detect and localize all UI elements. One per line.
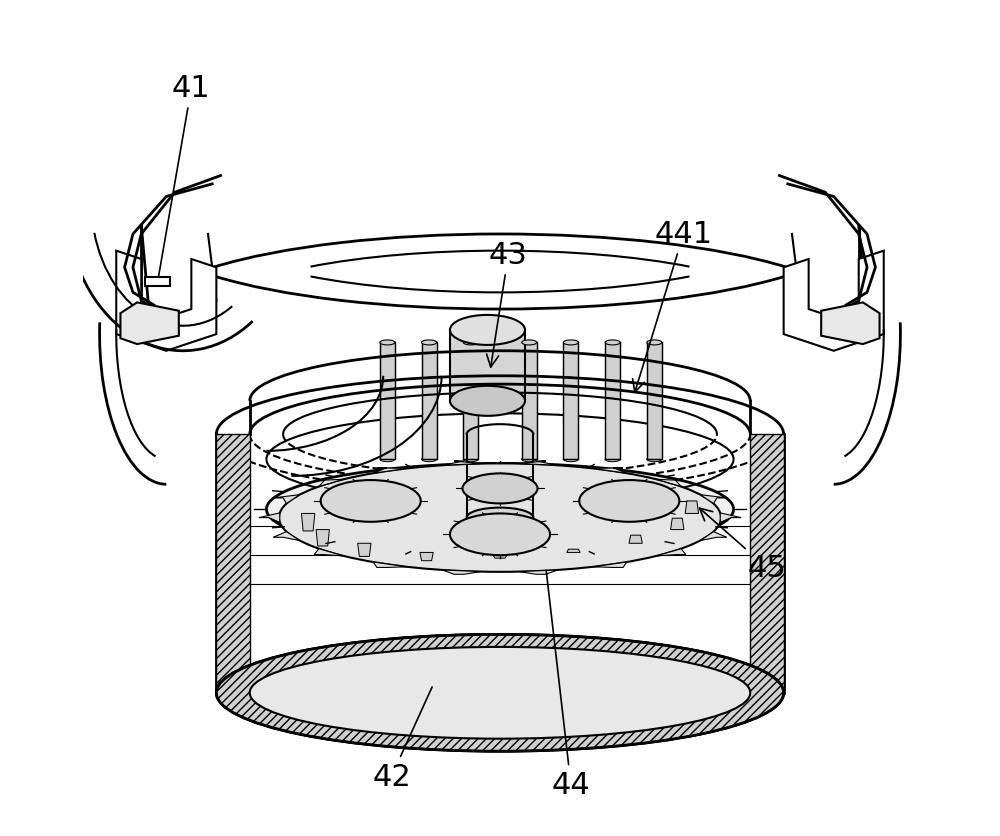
Ellipse shape <box>450 315 525 345</box>
Polygon shape <box>443 461 481 466</box>
Polygon shape <box>720 513 741 522</box>
Ellipse shape <box>579 481 679 522</box>
Bar <box>450 330 525 401</box>
Polygon shape <box>629 536 642 543</box>
Bar <box>605 343 620 460</box>
Polygon shape <box>656 549 686 556</box>
Polygon shape <box>671 518 684 530</box>
Polygon shape <box>314 480 344 487</box>
Polygon shape <box>316 530 329 546</box>
Ellipse shape <box>266 464 734 555</box>
Polygon shape <box>519 570 557 574</box>
Text: 41: 41 <box>158 74 211 278</box>
Ellipse shape <box>522 457 537 462</box>
Polygon shape <box>373 563 407 568</box>
Bar <box>380 343 395 460</box>
Polygon shape <box>301 514 315 532</box>
Text: 441: 441 <box>633 220 713 393</box>
Polygon shape <box>216 435 250 693</box>
Ellipse shape <box>463 340 478 345</box>
Polygon shape <box>567 549 580 553</box>
Polygon shape <box>821 303 880 344</box>
Text: 43: 43 <box>487 241 528 368</box>
Polygon shape <box>314 549 344 556</box>
Ellipse shape <box>647 457 662 462</box>
Ellipse shape <box>422 457 437 462</box>
Ellipse shape <box>563 457 578 462</box>
Polygon shape <box>493 556 507 558</box>
Ellipse shape <box>563 340 578 345</box>
Polygon shape <box>750 435 784 693</box>
Polygon shape <box>700 532 727 541</box>
Polygon shape <box>259 513 280 522</box>
Text: 45: 45 <box>700 508 786 583</box>
Ellipse shape <box>250 647 750 739</box>
Bar <box>463 343 478 460</box>
Ellipse shape <box>422 340 437 345</box>
Ellipse shape <box>321 481 421 522</box>
Polygon shape <box>656 480 686 487</box>
Polygon shape <box>145 278 170 287</box>
Polygon shape <box>685 502 699 514</box>
Polygon shape <box>593 563 627 568</box>
Polygon shape <box>519 461 557 466</box>
Bar <box>563 343 578 460</box>
Polygon shape <box>700 495 727 504</box>
Ellipse shape <box>216 635 784 752</box>
Polygon shape <box>358 543 371 557</box>
Polygon shape <box>273 495 300 504</box>
Text: 42: 42 <box>372 687 432 791</box>
Ellipse shape <box>279 464 721 572</box>
Polygon shape <box>120 303 179 344</box>
Ellipse shape <box>605 340 620 345</box>
Ellipse shape <box>522 340 537 345</box>
Ellipse shape <box>462 474 538 504</box>
Ellipse shape <box>605 457 620 462</box>
Bar <box>647 343 662 460</box>
Ellipse shape <box>467 508 533 528</box>
Polygon shape <box>373 468 407 474</box>
Polygon shape <box>593 468 627 474</box>
Polygon shape <box>443 570 481 574</box>
Polygon shape <box>784 252 884 351</box>
Polygon shape <box>116 252 216 351</box>
Ellipse shape <box>463 457 478 462</box>
Bar <box>422 343 437 460</box>
Ellipse shape <box>647 340 662 345</box>
Polygon shape <box>420 553 433 561</box>
Ellipse shape <box>380 340 395 345</box>
Ellipse shape <box>216 635 784 752</box>
Polygon shape <box>273 532 300 541</box>
Ellipse shape <box>380 457 395 462</box>
Ellipse shape <box>450 386 525 416</box>
Ellipse shape <box>450 514 550 555</box>
Text: 44: 44 <box>546 571 590 799</box>
Bar <box>522 343 537 460</box>
